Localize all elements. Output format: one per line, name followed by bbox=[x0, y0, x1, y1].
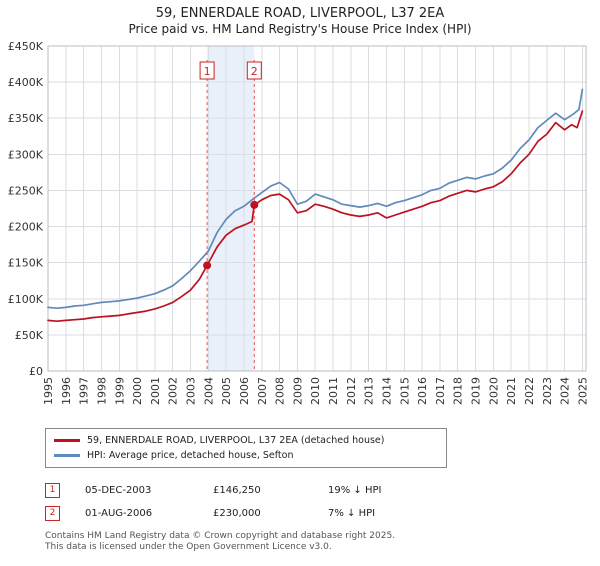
footer-line-1: Contains HM Land Registry data © Crown c… bbox=[45, 531, 396, 541]
legend-item-hpi: HPI: Average price, detached house, Seft… bbox=[54, 448, 438, 463]
svg-text:2006: 2006 bbox=[238, 377, 251, 405]
svg-text:£50K: £50K bbox=[15, 329, 44, 342]
sale-2-date: 01-AUG-2006 bbox=[85, 507, 153, 519]
svg-text:1: 1 bbox=[204, 65, 211, 78]
svg-text:2022: 2022 bbox=[523, 377, 536, 405]
svg-text:2019: 2019 bbox=[470, 377, 483, 405]
legend-label-property: 59, ENNERDALE ROAD, LIVERPOOL, L37 2EA (… bbox=[87, 435, 385, 446]
house-price-chart-page: 59, ENNERDALE ROAD, LIVERPOOL, L37 2EA P… bbox=[0, 6, 600, 566]
svg-text:£350K: £350K bbox=[8, 112, 44, 125]
svg-text:1996: 1996 bbox=[60, 377, 73, 405]
footer-line-2: This data is licensed under the Open Gov… bbox=[45, 542, 332, 553]
svg-text:2016: 2016 bbox=[416, 377, 429, 405]
svg-text:£400K: £400K bbox=[8, 76, 44, 89]
sale-1-marker-badge: 1 bbox=[45, 482, 60, 498]
series-line-0 bbox=[47, 110, 584, 323]
sale-2-price: £230,000 bbox=[213, 507, 261, 519]
sale-1-date: 05-DEC-2003 bbox=[85, 484, 152, 496]
hpi-line-swatch bbox=[54, 454, 80, 457]
sale-number-box bbox=[246, 61, 262, 80]
svg-text:2018: 2018 bbox=[452, 377, 465, 405]
svg-text:1995: 1995 bbox=[42, 377, 55, 405]
copyright-footer: Contains HM Land Registry data © Crown c… bbox=[45, 531, 600, 554]
svg-text:1998: 1998 bbox=[95, 377, 108, 405]
svg-text:2011: 2011 bbox=[327, 377, 340, 405]
svg-text:2010: 2010 bbox=[309, 377, 322, 405]
svg-text:2021: 2021 bbox=[505, 377, 518, 405]
svg-text:2004: 2004 bbox=[202, 377, 215, 405]
svg-text:2024: 2024 bbox=[559, 377, 572, 405]
sale-1-price: £146,250 bbox=[213, 484, 261, 496]
sale-2-hpi-diff: 7% ↓ HPI bbox=[328, 507, 376, 519]
sale-2-marker-badge: 2 bbox=[45, 505, 60, 521]
sale-row-1: 1 05-DEC-2003 £146,250 19% ↓ HPI bbox=[45, 480, 600, 500]
svg-text:2007: 2007 bbox=[256, 377, 269, 405]
series-line-1 bbox=[47, 88, 584, 310]
svg-text:2008: 2008 bbox=[274, 377, 287, 405]
svg-text:£150K: £150K bbox=[8, 257, 44, 270]
sale-price-dot bbox=[203, 261, 212, 270]
svg-text:1997: 1997 bbox=[78, 377, 91, 405]
svg-text:£200K: £200K bbox=[8, 221, 44, 234]
svg-text:2: 2 bbox=[251, 65, 258, 78]
svg-text:2003: 2003 bbox=[185, 377, 198, 405]
svg-text:2001: 2001 bbox=[149, 377, 162, 405]
svg-text:£450K: £450K bbox=[8, 40, 44, 53]
page-title: 59, ENNERDALE ROAD, LIVERPOOL, L37 2EA bbox=[155, 6, 445, 21]
svg-text:2014: 2014 bbox=[381, 377, 394, 405]
chart-legend: 59, ENNERDALE ROAD, LIVERPOOL, L37 2EA (… bbox=[45, 428, 447, 468]
page-subtitle: Price paid vs. HM Land Registry's House … bbox=[128, 22, 472, 36]
svg-text:2015: 2015 bbox=[398, 377, 411, 405]
sale-price-dot bbox=[250, 200, 259, 209]
svg-text:£250K: £250K bbox=[8, 184, 44, 197]
svg-text:2025: 2025 bbox=[576, 377, 589, 405]
sale-annotations: 1 05-DEC-2003 £146,250 19% ↓ HPI 2 01-AU… bbox=[45, 480, 600, 523]
svg-text:2002: 2002 bbox=[167, 377, 180, 405]
svg-text:2000: 2000 bbox=[131, 377, 144, 405]
svg-text:£100K: £100K bbox=[8, 293, 44, 306]
svg-text:2009: 2009 bbox=[291, 377, 304, 405]
legend-label-hpi: HPI: Average price, detached house, Seft… bbox=[87, 450, 294, 461]
svg-text:2005: 2005 bbox=[220, 377, 233, 405]
svg-text:1999: 1999 bbox=[113, 377, 126, 405]
svg-text:£300K: £300K bbox=[8, 148, 44, 161]
property-line-swatch bbox=[54, 439, 80, 442]
svg-text:2017: 2017 bbox=[434, 377, 447, 405]
sale-number-box bbox=[199, 61, 215, 80]
svg-text:2023: 2023 bbox=[541, 377, 554, 405]
svg-text:2012: 2012 bbox=[345, 377, 358, 405]
sale-period-band bbox=[207, 46, 255, 371]
sale-row-2: 2 01-AUG-2006 £230,000 7% ↓ HPI bbox=[45, 503, 600, 523]
svg-text:2020: 2020 bbox=[487, 377, 500, 405]
svg-text:2013: 2013 bbox=[363, 377, 376, 405]
price-history-chart: 1995 1996 1997 1998 1999 2000 2001 2002 2003 2004… bbox=[8, 40, 590, 405]
sale-1-hpi-diff: 19% ↓ HPI bbox=[328, 484, 382, 496]
legend-item-property: 59, ENNERDALE ROAD, LIVERPOOL, L37 2EA (… bbox=[54, 433, 438, 448]
svg-text:£0: £0 bbox=[29, 365, 43, 378]
